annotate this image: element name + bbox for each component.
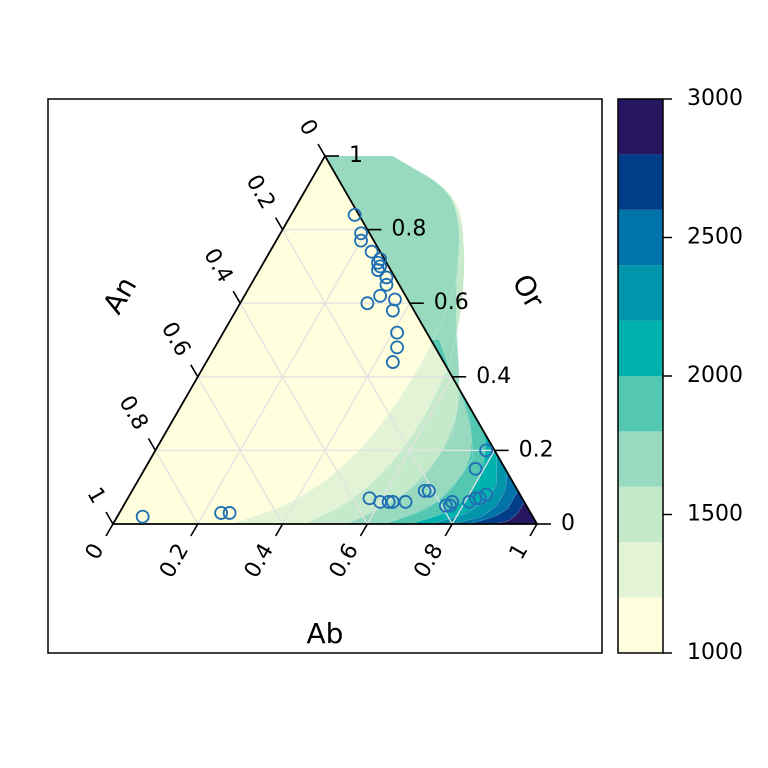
axis-title-ab: Ab <box>307 617 344 650</box>
tick-label-or: 0.2 <box>519 437 554 462</box>
legend-swatch <box>618 542 663 598</box>
tick-an <box>190 364 199 378</box>
tick-label-an: 0.2 <box>241 171 280 214</box>
legend-tick-label: 1500 <box>687 502 743 527</box>
data-point <box>388 292 402 307</box>
data-point <box>417 483 432 498</box>
data-point <box>354 226 368 241</box>
data-point <box>379 277 394 292</box>
legend-swatch <box>618 99 663 155</box>
data-point <box>479 487 494 502</box>
legend-tick-label: 1000 <box>687 640 743 665</box>
contour-line-2400 <box>452 472 508 525</box>
tick-label-an: 1 <box>82 483 111 508</box>
legend-tick-label: 2500 <box>687 225 743 250</box>
tick-label-or: 1 <box>349 143 363 168</box>
grid-line-ab <box>366 376 453 525</box>
data-point <box>445 495 460 509</box>
legend-swatch <box>618 265 663 321</box>
legend-tick-label: 3000 <box>687 86 743 111</box>
tick-ab <box>444 523 453 537</box>
tick-an <box>105 511 114 525</box>
data-point <box>468 461 483 476</box>
data-point <box>398 495 413 509</box>
data-point <box>360 296 375 311</box>
data-point <box>364 244 379 259</box>
tick-ab <box>190 523 199 537</box>
grid-line-an <box>239 302 368 525</box>
data-point <box>373 288 388 303</box>
legend-swatch <box>618 486 663 543</box>
data-point <box>381 495 396 509</box>
tick-label-ab: 0 <box>81 540 110 565</box>
data-point <box>347 207 362 222</box>
legend-swatch <box>618 154 663 210</box>
axis-title-or: Or <box>506 268 552 314</box>
legend-swatch <box>618 431 663 487</box>
data-point <box>390 340 404 355</box>
data-point <box>354 233 368 248</box>
grid-line-an <box>197 376 284 525</box>
tick-an <box>147 437 157 451</box>
color-legend: 1000 1500 2000 2500 3000 <box>617 86 743 665</box>
grid-line-an <box>154 450 199 525</box>
legend-swatch <box>618 320 663 376</box>
contour-line-1600 <box>346 155 461 525</box>
tick-an <box>274 217 284 231</box>
ternary-triangle <box>111 154 539 525</box>
data-point <box>421 483 436 498</box>
tick-an <box>232 290 241 304</box>
tick-an <box>317 143 326 157</box>
data-point <box>390 325 404 340</box>
tick-label-ab: 0.4 <box>240 540 279 583</box>
tick-label-or: 0.8 <box>391 217 426 242</box>
contour-line-2200 <box>430 454 498 525</box>
tick-label-or: 0 <box>561 511 575 536</box>
data-point <box>479 443 494 458</box>
tick-label-ab: 0.6 <box>325 540 364 583</box>
grid-line-ab <box>451 450 496 525</box>
tick-label-an: 0.6 <box>156 318 195 361</box>
contour-line-2800 <box>494 501 525 525</box>
ternary-grid <box>154 228 496 525</box>
tick-ab <box>359 523 369 537</box>
tick-ab <box>274 523 284 537</box>
legend-swatch <box>618 597 663 653</box>
tick-label-ab: 0.8 <box>409 540 448 583</box>
tick-label-ab: 1 <box>505 540 534 565</box>
data-points <box>135 207 494 524</box>
tick-label-ab: 0.2 <box>155 540 194 583</box>
tick-label-an: 0.4 <box>198 244 237 287</box>
axis-title-an: An <box>96 271 143 319</box>
data-point <box>222 506 237 520</box>
data-point <box>214 506 229 520</box>
legend-swatch <box>618 209 663 266</box>
tick-label-an: 0.8 <box>114 392 153 435</box>
legend-tick-label: 2000 <box>687 363 743 388</box>
data-point <box>379 270 394 285</box>
grid-line-ab <box>282 302 411 525</box>
plot-frame <box>47 98 603 654</box>
tick-ab <box>529 523 538 537</box>
legend-swatch <box>618 376 663 432</box>
tick-ab <box>105 523 114 537</box>
data-point <box>373 252 388 266</box>
data-point <box>135 509 150 524</box>
tick-label-or: 0.4 <box>476 364 511 389</box>
contour-line-1200 <box>231 155 466 525</box>
triangle-outline <box>111 154 539 525</box>
contour-line-2600 <box>469 490 519 525</box>
contour-line-1400 <box>303 155 466 525</box>
data-point <box>385 355 400 369</box>
tick-label-or: 0.6 <box>434 290 469 315</box>
tick-label-an: 0 <box>294 115 323 140</box>
contour-band-2800 <box>494 501 537 524</box>
